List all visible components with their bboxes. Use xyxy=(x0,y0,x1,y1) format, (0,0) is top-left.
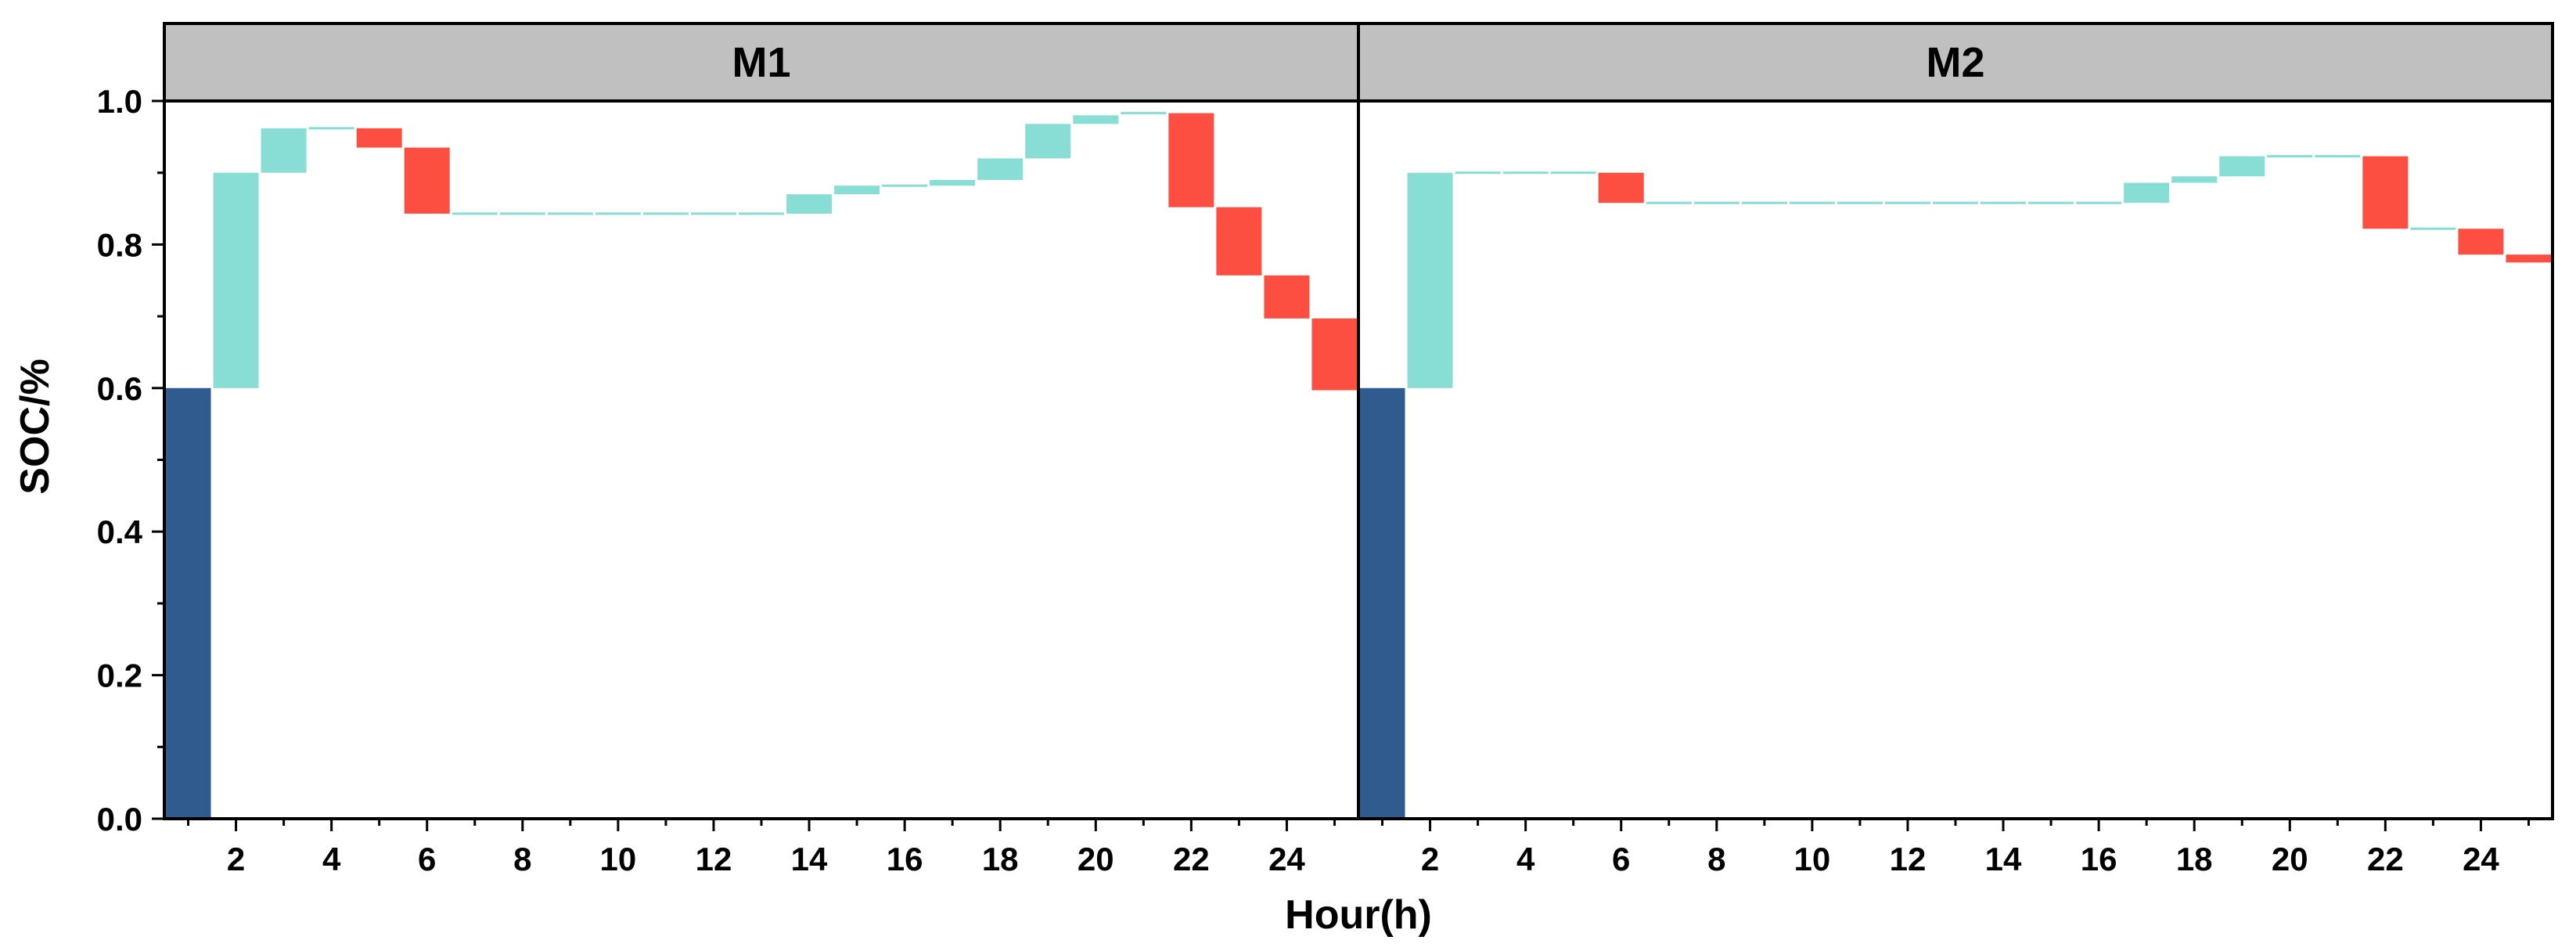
bar-decrease xyxy=(1168,113,1214,207)
bar-increase xyxy=(1502,171,1549,175)
panel-strip xyxy=(163,22,1360,103)
y-tick-label: 0.2 xyxy=(97,657,142,694)
bar-increase xyxy=(2315,155,2361,158)
bar-increase xyxy=(739,212,784,215)
x-tick-label: 18 xyxy=(2176,841,2213,877)
panel-m1: M12 4 6 8 10 12 14 16 18 20 22 24 xyxy=(163,22,1360,877)
x-tick-label: 2 xyxy=(1421,841,1439,877)
axes: 0.0 0.2 0.4 0.6 0.8 1.0 xyxy=(97,83,164,838)
x-tick-label: 12 xyxy=(696,841,732,877)
x-tick-label: 14 xyxy=(791,841,828,877)
bar-increase xyxy=(2028,201,2074,204)
bar-increase xyxy=(1884,201,1930,204)
bar-decrease xyxy=(356,128,402,148)
bar-increase xyxy=(595,212,641,215)
bar-increase xyxy=(2410,227,2456,230)
bar-increase xyxy=(1025,124,1071,159)
x-tick-label: 24 xyxy=(1268,841,1305,877)
bar-increase xyxy=(1121,112,1167,115)
bar-decrease xyxy=(1311,318,1358,391)
bar-initial xyxy=(165,387,211,819)
bar-increase xyxy=(642,212,689,215)
bar-increase xyxy=(834,186,880,195)
y-tick-label: 0.4 xyxy=(97,513,143,550)
y-tick-label: 0.0 xyxy=(97,801,142,838)
bar-increase xyxy=(930,179,976,186)
x-tick-label: 24 xyxy=(2463,841,2499,877)
x-tick-label: 6 xyxy=(418,841,436,877)
bar-increase xyxy=(452,212,498,215)
x-tick-label: 4 xyxy=(322,841,341,877)
bar-decrease xyxy=(1216,207,1262,276)
x-tick-label: 20 xyxy=(2272,841,2308,877)
x-tick-label: 16 xyxy=(887,841,923,877)
bar-increase xyxy=(1646,201,1692,204)
x-tick-label: 2 xyxy=(227,841,245,877)
bar-increase xyxy=(1455,171,1501,175)
x-tick-label: 10 xyxy=(1794,841,1831,877)
x-tick-label: 14 xyxy=(1985,841,2022,877)
bar-increase xyxy=(977,158,1024,180)
bar-increase xyxy=(2076,201,2122,204)
bar-increase xyxy=(690,212,736,215)
bar-increase xyxy=(1550,171,1596,175)
bar-increase xyxy=(2219,156,2265,177)
bar-decrease xyxy=(404,147,450,214)
bar-increase xyxy=(1741,201,1787,204)
bar-decrease xyxy=(2458,229,2504,255)
bar-decrease xyxy=(1598,172,1644,204)
bar-increase xyxy=(547,212,593,215)
bar-decrease xyxy=(2506,254,2552,263)
bar-decrease xyxy=(1264,275,1310,319)
bar-increase xyxy=(1981,201,2027,204)
bar-increase xyxy=(1837,201,1883,204)
bar-increase xyxy=(2124,182,2170,204)
panel-title: M2 xyxy=(1926,39,1984,86)
y-axis-label: SOC/% xyxy=(13,358,58,494)
x-tick-label: 16 xyxy=(2081,841,2117,877)
bar-decrease xyxy=(2362,156,2409,229)
panel-title: M1 xyxy=(732,39,790,86)
bar-increase xyxy=(1693,201,1740,204)
bar-increase xyxy=(2267,155,2313,158)
y-tick-label: 1.0 xyxy=(97,83,142,120)
x-tick-label: 10 xyxy=(600,841,637,877)
bar-increase xyxy=(786,194,833,214)
x-tick-label: 20 xyxy=(1078,841,1114,877)
bar-increase xyxy=(499,212,545,215)
panel-m2: M22 4 6 8 10 12 14 16 18 20 22 24 xyxy=(1357,22,2554,877)
panel-frame xyxy=(163,99,1360,820)
x-tick-label: 8 xyxy=(513,841,531,877)
x-axis-label: Hour(h) xyxy=(1285,892,1432,938)
bar-increase xyxy=(261,128,307,173)
bar-increase xyxy=(1407,172,1453,388)
bar-increase xyxy=(1933,201,1978,204)
bar-increase xyxy=(213,172,259,388)
bar-increase xyxy=(2171,176,2218,183)
x-tick-label: 22 xyxy=(1173,841,1210,877)
x-tick-label: 6 xyxy=(1612,841,1630,877)
bar-increase xyxy=(1789,201,1835,204)
y-tick-label: 0.8 xyxy=(97,226,142,263)
x-tick-label: 18 xyxy=(982,841,1019,877)
x-tick-label: 22 xyxy=(2367,841,2404,877)
bar-initial xyxy=(1359,387,1405,819)
x-tick-label: 12 xyxy=(1890,841,1927,877)
bar-increase xyxy=(308,127,354,130)
bar-increase xyxy=(882,184,928,187)
x-tick-label: 8 xyxy=(1707,841,1725,877)
bar-increase xyxy=(1073,115,1119,124)
y-tick-label: 0.6 xyxy=(97,370,142,407)
x-tick-label: 4 xyxy=(1516,841,1535,877)
